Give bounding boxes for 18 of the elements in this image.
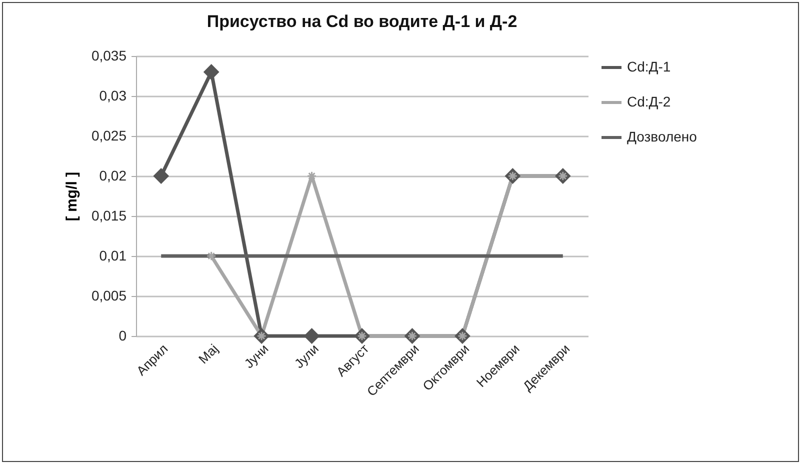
y-tick-label: 0,03 xyxy=(99,88,127,104)
y-axis-title: [ mg/l ] xyxy=(63,172,80,222)
y-tick-label: 0,015 xyxy=(91,208,127,224)
point xyxy=(204,64,219,80)
y-tick-label: 0,035 xyxy=(91,48,127,64)
y-tick-label: 0,025 xyxy=(91,128,127,144)
x-tick-label: Мај xyxy=(196,341,222,367)
point xyxy=(304,328,320,344)
point xyxy=(153,168,169,184)
y-tick-label: 0,02 xyxy=(99,168,127,184)
y-tick-label: 0 xyxy=(118,328,127,344)
point xyxy=(206,251,216,261)
y-tick-label: 0,005 xyxy=(91,288,127,304)
legend-label: Дозволено xyxy=(627,128,698,144)
y-tick-label: 0,01 xyxy=(99,248,127,264)
chart-title: Присуство на Cd во водите Д-1 и Д-2 xyxy=(206,12,518,31)
legend-label: Cd:Д-1 xyxy=(627,58,671,74)
legend-label: Cd:Д-2 xyxy=(627,94,671,110)
